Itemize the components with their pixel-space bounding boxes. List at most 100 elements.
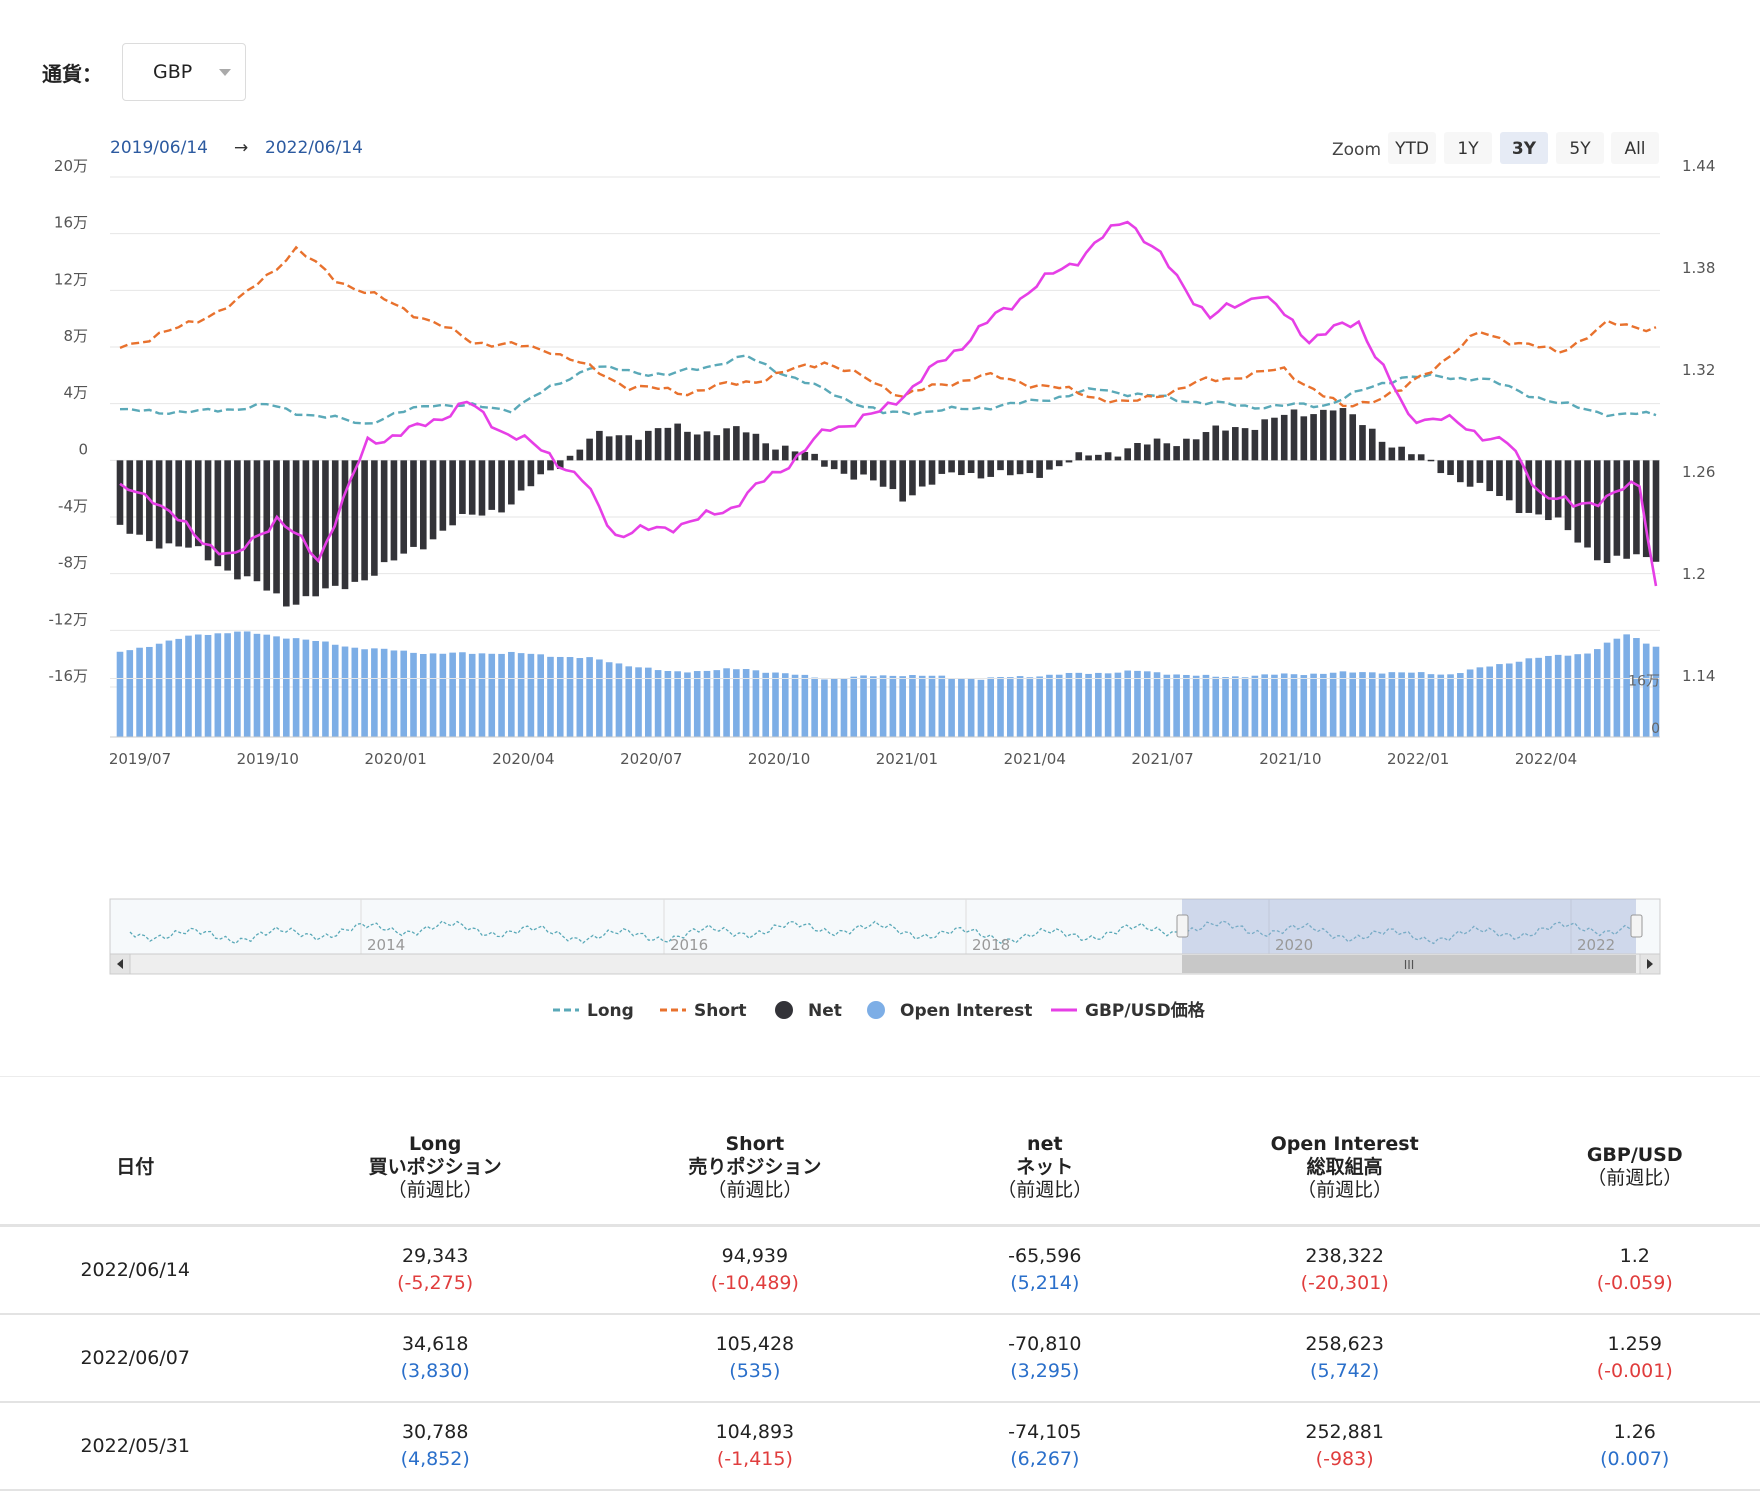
legend-item[interactable]: Long (587, 1001, 634, 1021)
net-bar (860, 460, 867, 475)
open-interest-bar (214, 633, 222, 737)
zoom-buttons: YTD 1Y 3Y 5Y All (1388, 132, 1659, 164)
scrollbar-thumb[interactable] (1182, 955, 1636, 973)
open-interest-bar (1633, 638, 1640, 737)
open-interest-bar (713, 670, 721, 737)
legend-item[interactable]: Open Interest (900, 1001, 1032, 1021)
net-bar (302, 460, 310, 597)
open-interest-bar (997, 677, 1004, 737)
zoom-button-3y[interactable] (1500, 132, 1548, 164)
x-tick-label: 2020/04 (492, 750, 554, 768)
currency-select[interactable]: GBP (122, 43, 246, 101)
header-open-interest: Open Interest 総取組高 （前週比） (1179, 1110, 1510, 1227)
legend-item[interactable]: GBP/USD価格 (1085, 1000, 1206, 1021)
open-interest-bar (302, 639, 310, 737)
net-bar (605, 436, 613, 461)
x-tick-label: 2021/01 (876, 750, 938, 768)
open-interest-bar (1515, 661, 1523, 737)
open-interest-bars (116, 631, 1660, 737)
open-interest-bar (1505, 663, 1513, 737)
open-interest-bar (1476, 667, 1484, 737)
net-bar (1183, 438, 1190, 461)
open-interest-bar (566, 657, 574, 737)
open-interest-bar (1398, 672, 1405, 737)
net-bar (850, 460, 858, 480)
net-bar (1016, 460, 1024, 475)
open-interest-bar (1466, 669, 1474, 737)
net-bar (645, 430, 652, 461)
net-bar (1388, 447, 1396, 461)
open-interest-bar (1310, 673, 1317, 737)
open-interest-bar (527, 653, 535, 737)
open-interest-bar (1173, 674, 1180, 737)
open-interest-bar (371, 648, 378, 737)
x-tick-label: 2020/10 (748, 750, 810, 768)
open-interest-bar (1496, 664, 1503, 737)
net-bar (1447, 460, 1454, 475)
zoom-button-all[interactable] (1611, 132, 1659, 164)
open-interest-bar (1339, 671, 1347, 737)
net-bar (870, 460, 877, 481)
net-bar (1232, 427, 1239, 461)
zoom-button-ytd[interactable] (1388, 132, 1436, 164)
right-axis: 1.44 1.38 1.32 1.26 1.2 1.14 (1682, 157, 1715, 685)
net-bar (967, 460, 975, 473)
open-interest-bar (478, 653, 486, 737)
open-interest-bar (234, 631, 241, 737)
net-bar (1613, 460, 1621, 556)
net-bar (1515, 460, 1523, 514)
chart-grid (110, 176, 1660, 688)
open-interest-bar (283, 638, 290, 737)
navigator-series-line (129, 920, 1641, 945)
net-bar (693, 434, 701, 461)
navigator-year-label: 2014 (367, 936, 405, 954)
open-interest-bar (136, 647, 143, 737)
zoom-label: Zoom (1332, 140, 1381, 160)
range-to[interactable]: 2022/06/14 (265, 138, 363, 158)
open-interest-bar (1192, 675, 1200, 737)
legend-item[interactable]: Short (694, 1001, 747, 1021)
navigator-left-handle[interactable] (1176, 914, 1189, 938)
navigator-right-handle[interactable] (1630, 914, 1643, 938)
net-bar (1114, 456, 1122, 461)
net-bar (224, 460, 231, 571)
open-interest-bar (801, 674, 809, 737)
open-interest-bar (390, 650, 398, 737)
open-interest-bar (742, 669, 750, 737)
net-bar (478, 460, 486, 516)
x-tick-label: 2021/07 (1131, 750, 1193, 768)
net-bar (488, 460, 496, 510)
open-interest-bar (400, 650, 408, 737)
net-bar (1642, 460, 1650, 558)
net-bar (322, 460, 329, 589)
net-bar (263, 460, 271, 591)
zoom-button-label: 3Y (1512, 139, 1537, 159)
table-cell-long: 34,618 (3,830) (270, 1314, 600, 1403)
open-interest-bar (625, 666, 633, 737)
legend-item[interactable]: Net (808, 1001, 842, 1021)
open-interest-bar (1036, 676, 1043, 737)
zoom-button-1y[interactable] (1444, 132, 1492, 164)
table-cell-net: -65,596 (5,214) (909, 1225, 1180, 1315)
net-bar (185, 460, 192, 548)
net-bar (772, 449, 779, 461)
net-bar (1427, 459, 1435, 462)
range-from[interactable]: 2019/06/14 (110, 138, 208, 158)
net-bar (713, 435, 721, 461)
open-interest-bar (1104, 673, 1112, 737)
open-interest-bar (1300, 675, 1308, 737)
cot-chart: 2019/06/14 → 2022/06/14 Zoom YTD 1Y 3Y 5Y Al… (49, 132, 1715, 1021)
left-tick-label: -12万 (49, 610, 89, 628)
open-interest-bar (586, 657, 593, 737)
net-bar (1251, 429, 1259, 461)
open-interest-bar (1280, 673, 1288, 737)
open-interest-bar (1085, 673, 1092, 737)
net-bar (400, 460, 408, 554)
net-bar (1652, 460, 1660, 562)
net-bar (1124, 448, 1131, 461)
header-date: 日付 (0, 1110, 271, 1227)
net-bar (1192, 439, 1200, 461)
zoom-button-5y[interactable] (1556, 132, 1604, 164)
open-interest-bar (1623, 634, 1630, 737)
open-interest-bar (165, 640, 173, 737)
